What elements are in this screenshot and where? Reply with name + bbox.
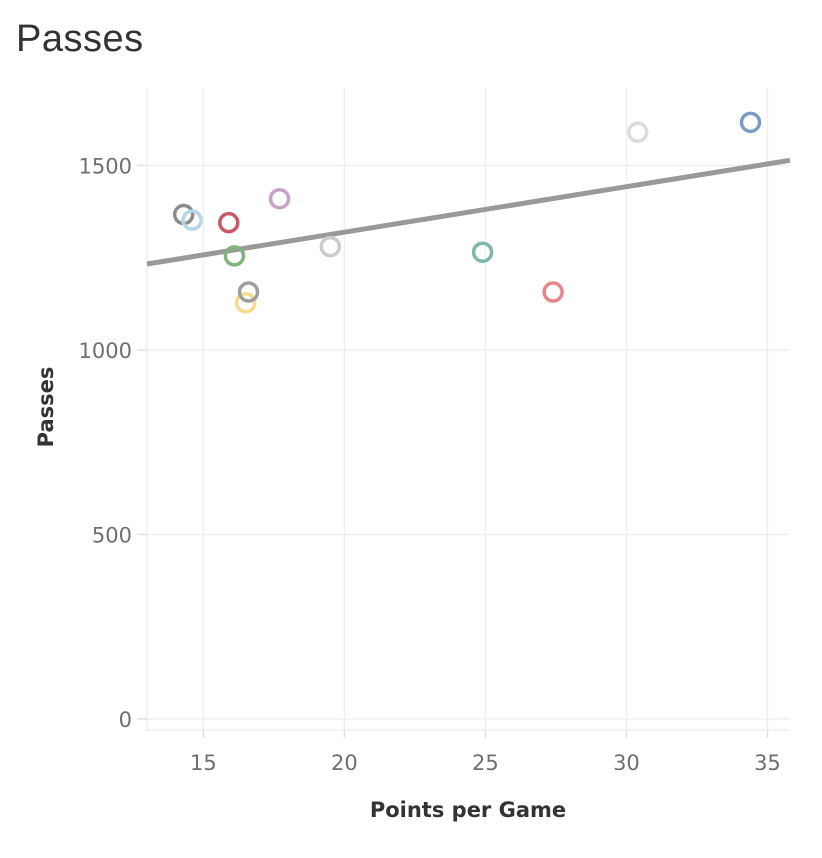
data-point[interactable] [739, 111, 762, 134]
y-tick-label: 0 [119, 708, 132, 732]
grid-lines [146, 88, 790, 731]
y-tick-label: 500 [92, 523, 132, 547]
chart-title: Passes [16, 18, 144, 60]
data-point[interactable] [234, 291, 257, 314]
data-point[interactable] [218, 211, 240, 234]
x-tick-label: 15 [190, 751, 217, 775]
x-tick-label: 30 [613, 751, 640, 775]
data-point[interactable] [223, 245, 246, 267]
y-axis-title: Passes [34, 367, 58, 448]
x-tick-label: 20 [331, 751, 358, 775]
y-tick-label: 1500 [79, 154, 132, 178]
trend-line [146, 157, 791, 267]
data-point[interactable] [542, 281, 564, 303]
trend-line-group [146, 157, 791, 267]
data-point[interactable] [319, 235, 342, 258]
data-point[interactable] [626, 121, 649, 144]
x-axis-title: Points per Game [370, 798, 566, 822]
data-point[interactable] [181, 209, 203, 231]
data-point[interactable] [237, 281, 260, 303]
data-points [172, 111, 762, 314]
y-axis-ticks: 0 500 1000 1500 [79, 154, 147, 732]
x-tick-label: 25 [472, 751, 499, 775]
data-point[interactable] [471, 241, 494, 263]
y-tick-label: 1000 [79, 339, 132, 363]
x-axis-ticks: 15 20 25 30 35 [190, 730, 781, 775]
data-point[interactable] [268, 187, 291, 210]
x-tick-label: 35 [754, 751, 781, 775]
